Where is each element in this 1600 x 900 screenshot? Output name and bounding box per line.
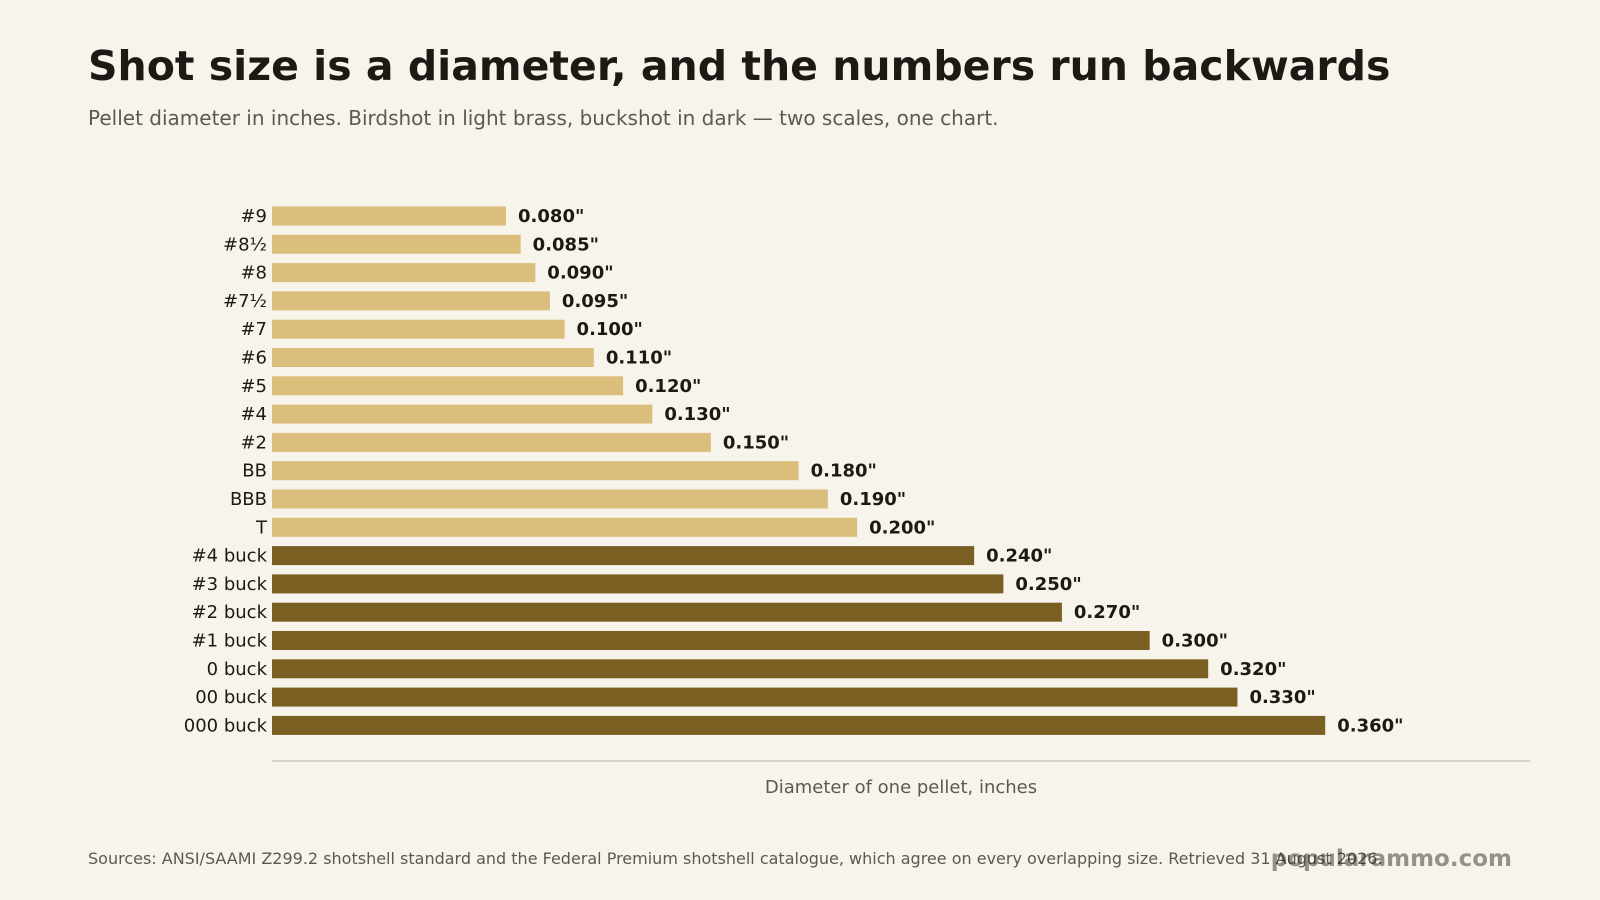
category-label: BB [242, 461, 267, 482]
value-label: 0.200" [869, 517, 935, 538]
value-label: 0.320" [1220, 659, 1286, 680]
value-label: 0.120" [635, 376, 701, 397]
chart-subtitle: Pellet diameter in inches. Birdshot in l… [88, 106, 999, 130]
value-label: 0.270" [1074, 602, 1140, 623]
chart-title: Shot size is a diameter, and the numbers… [88, 42, 1391, 90]
bar-12 [272, 546, 975, 566]
bar-18 [272, 715, 1326, 735]
value-label: 0.080" [518, 206, 584, 227]
bar-17 [272, 687, 1238, 707]
value-label: 0.095" [562, 291, 628, 312]
bar-4 [272, 319, 565, 339]
value-label: 0.110" [606, 348, 672, 369]
category-label: T [255, 517, 268, 538]
category-label: #8 [240, 263, 267, 284]
bar-14 [272, 602, 1062, 622]
bars-layer: #9 0.080" #8½ 0.085" #8 0.090" #7½ 0.095" #7 0.10… [184, 206, 1404, 736]
value-label: 0.360" [1337, 715, 1403, 736]
bar-2 [272, 263, 536, 283]
category-label: 00 buck [195, 687, 267, 708]
category-label: #2 buck [192, 602, 268, 623]
bar-11 [272, 517, 858, 537]
source-note: Sources: ANSI/SAAMI Z299.2 shotshell sta… [88, 849, 1383, 868]
category-label: #1 buck [192, 631, 268, 652]
value-label: 0.150" [723, 432, 789, 453]
value-label: 0.100" [577, 319, 643, 340]
x-axis-label: Diameter of one pellet, inches [765, 777, 1037, 798]
category-label: #7 [240, 319, 267, 340]
bar-0 [272, 206, 507, 226]
category-label: BBB [230, 489, 267, 510]
bar-6 [272, 376, 624, 396]
category-label: #4 [240, 404, 267, 425]
category-label: #8½ [223, 234, 267, 255]
bar-15 [272, 631, 1150, 650]
bar-7 [272, 404, 653, 424]
value-label: 0.330" [1249, 687, 1315, 708]
value-label: 0.300" [1162, 631, 1228, 652]
value-label: 0.250" [1015, 574, 1081, 595]
value-label: 0.180" [811, 461, 877, 482]
bar-3 [272, 291, 550, 311]
value-label: 0.240" [986, 546, 1052, 567]
value-label: 0.090" [547, 263, 613, 284]
category-label: #7½ [223, 291, 267, 312]
category-label: 000 buck [184, 715, 268, 736]
category-label: #5 [240, 376, 267, 397]
value-label: 0.130" [664, 404, 730, 425]
category-label: #9 [240, 206, 267, 227]
category-label: #2 [240, 432, 267, 453]
bar-13 [272, 574, 1004, 594]
bar-5 [272, 348, 594, 367]
category-label: 0 buck [207, 659, 268, 680]
bar-9 [272, 461, 799, 481]
category-label: #4 buck [192, 546, 268, 567]
category-label: #6 [240, 348, 267, 369]
bar-10 [272, 489, 828, 509]
brand-watermark: popularammo.com [1270, 846, 1512, 872]
value-label: 0.085" [533, 234, 599, 255]
value-label: 0.190" [840, 489, 906, 510]
bar-1 [272, 234, 521, 254]
bar-8 [272, 432, 711, 452]
bar-16 [272, 659, 1209, 679]
category-label: #3 buck [192, 574, 268, 595]
